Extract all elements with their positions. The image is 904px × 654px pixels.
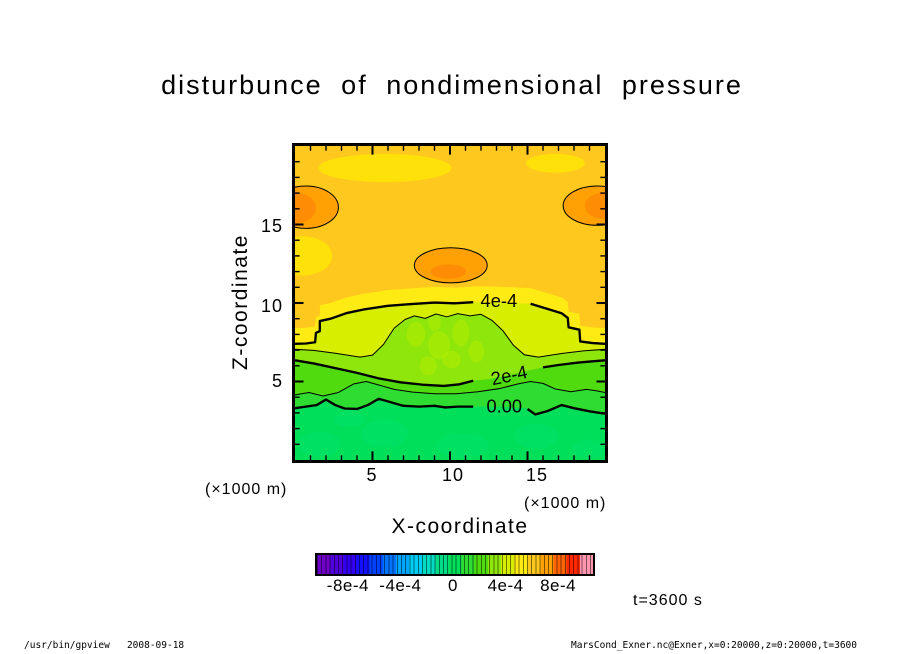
time-annotation: t=3600 s — [633, 592, 703, 609]
colorbar-tick-label: -8e-4 — [326, 576, 369, 595]
axis-ticks — [295, 146, 605, 460]
contour-plot: 4e-4 2e-4 0.00 — [292, 143, 608, 463]
colorbar-tick-label: -4e-4 — [379, 576, 422, 595]
x-tick-10: 10 — [441, 465, 465, 485]
x-tick-15: 15 — [525, 465, 549, 485]
x-axis-label: X-coordinate — [391, 515, 529, 538]
y-tick-5: 5 — [271, 371, 283, 391]
colorbar-labels: -8e-4 -4e-4 0 4e-4 8e-4 — [315, 576, 595, 596]
contour-fills: 4e-42e-40.00 — [295, 146, 605, 460]
svg-text:4e-4: 4e-4 — [481, 290, 518, 311]
colorbar-tick-label: 4e-4 — [487, 576, 524, 595]
y-tick-10: 10 — [260, 296, 283, 316]
colorbar-tick-label: 8e-4 — [540, 576, 577, 595]
footer-command: /usr/bin/gpview 2008-09-18 — [24, 640, 185, 651]
x-tick-5: 5 — [366, 465, 378, 485]
page-title: disturbunce of nondimensional pressure — [161, 70, 743, 100]
contour-plot-svg: 4e-42e-40.00 — [295, 146, 605, 460]
colorbar — [315, 553, 595, 576]
footer-dataset: MarsCond_Exner.nc@Exner,x=0:20000,z=0:20… — [571, 640, 857, 651]
y-tick-15: 15 — [260, 216, 283, 236]
svg-text:0.00: 0.00 — [486, 395, 522, 416]
y-axis-unit: (×1000 m) — [205, 481, 288, 498]
x-axis-unit: (×1000 m) — [524, 495, 607, 512]
colorbar-tick-label: 0 — [448, 576, 458, 595]
